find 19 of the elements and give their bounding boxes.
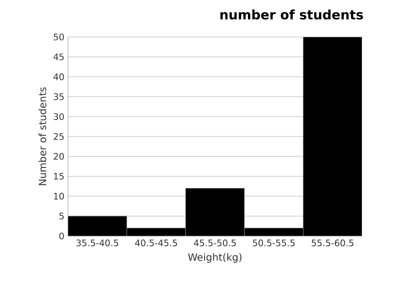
- x-axis-title: Weight(kg): [188, 253, 242, 263]
- x-tick-label: 55.5-60.5: [312, 240, 354, 246]
- y-tick-label: 35: [54, 93, 64, 100]
- y-tick-label: 20: [54, 153, 64, 160]
- y-tick-label: 30: [54, 113, 64, 120]
- x-tick-label: 50.5-55.5: [252, 240, 295, 246]
- chart-title: number of students: [220, 9, 363, 20]
- x-tick-label: 45.5-50.5: [194, 240, 236, 246]
- y-axis-title: Number of students: [38, 87, 46, 186]
- x-tick-label: 35.5-40.5: [76, 240, 118, 246]
- y-tick-label: 5: [59, 212, 64, 220]
- y-tick-label: 45: [54, 54, 64, 60]
- y-tick-label: 40: [54, 73, 64, 80]
- y-tick-label: 15: [54, 172, 64, 180]
- y-tick-label: 25: [54, 133, 64, 140]
- y-tick-label: 50: [54, 34, 64, 40]
- y-tick-label: 10: [54, 192, 64, 200]
- y-tick-label: 0: [59, 232, 64, 240]
- x-tick-label: 40.5-45.5: [135, 240, 177, 246]
